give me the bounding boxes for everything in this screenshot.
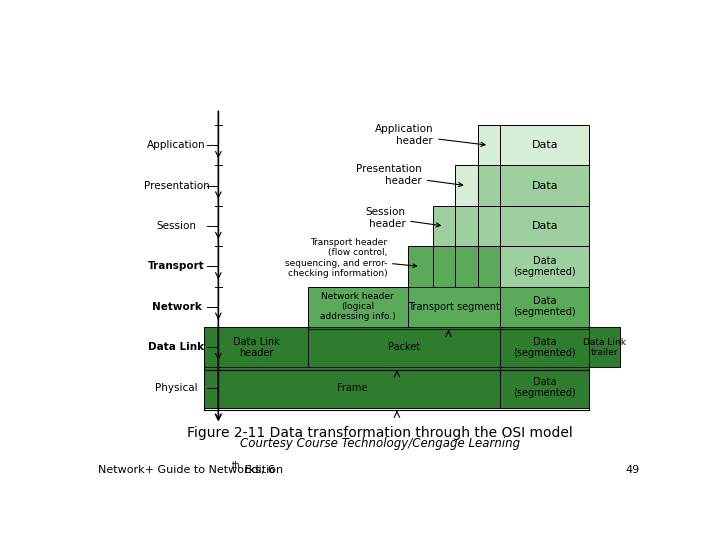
Text: Session
header: Session header	[365, 207, 441, 228]
Bar	[500, 327, 590, 367]
Bar	[500, 206, 590, 246]
Bar	[456, 246, 478, 287]
Text: Data
(segmented): Data (segmented)	[513, 256, 576, 277]
Bar	[478, 165, 500, 206]
Bar	[478, 246, 500, 287]
Text: Transport segment: Transport segment	[408, 302, 500, 312]
Text: Network: Network	[151, 302, 202, 312]
Bar	[590, 327, 620, 367]
Text: Courtesy Course Technology/Cengage Learning: Courtesy Course Technology/Cengage Learn…	[240, 437, 521, 450]
Bar	[433, 246, 456, 287]
Text: Presentation
header: Presentation header	[356, 165, 463, 187]
Text: Packet: Packet	[388, 342, 420, 352]
Text: Network header
(logical
addressing info.): Network header (logical addressing info.…	[320, 292, 396, 321]
Text: Transport: Transport	[148, 261, 205, 272]
Bar	[456, 165, 478, 206]
Bar	[408, 287, 500, 327]
Text: Edition: Edition	[240, 465, 283, 475]
Text: Data: Data	[531, 181, 558, 191]
Bar	[500, 165, 590, 206]
Text: Physical: Physical	[156, 383, 198, 393]
Bar	[478, 125, 500, 165]
Bar	[408, 246, 433, 287]
Text: Data: Data	[531, 140, 558, 150]
Bar	[433, 206, 456, 246]
Text: Session: Session	[156, 221, 197, 231]
Bar	[307, 327, 500, 367]
Bar	[456, 206, 478, 246]
Bar	[204, 327, 307, 367]
Text: Data
(segmented): Data (segmented)	[513, 296, 576, 318]
Text: Figure 2-11 Data transformation through the OSI model: Figure 2-11 Data transformation through …	[187, 426, 573, 440]
Bar	[307, 287, 408, 327]
Bar	[500, 287, 590, 327]
Text: Network+ Guide to Networks, 6: Network+ Guide to Networks, 6	[99, 465, 275, 475]
Text: Data
(segmented): Data (segmented)	[513, 377, 576, 398]
Bar	[478, 206, 500, 246]
Text: Data Link
header: Data Link header	[233, 336, 279, 358]
Text: Application
header: Application header	[374, 124, 485, 146]
Text: Transport header
(flow control,
sequencing, and error-
checking information): Transport header (flow control, sequenci…	[285, 238, 417, 278]
Bar	[204, 367, 500, 408]
Text: Data Link
trailer: Data Link trailer	[583, 338, 626, 357]
Text: 49: 49	[626, 465, 639, 475]
Text: Presentation: Presentation	[143, 181, 210, 191]
Bar	[500, 125, 590, 165]
Text: Data Link: Data Link	[148, 342, 204, 352]
Bar	[500, 367, 590, 408]
Text: Data
(segmented): Data (segmented)	[513, 336, 576, 358]
Text: Frame: Frame	[337, 383, 367, 393]
Bar	[500, 246, 590, 287]
Text: th: th	[233, 461, 241, 470]
Text: Application: Application	[147, 140, 206, 150]
Text: Data: Data	[531, 221, 558, 231]
